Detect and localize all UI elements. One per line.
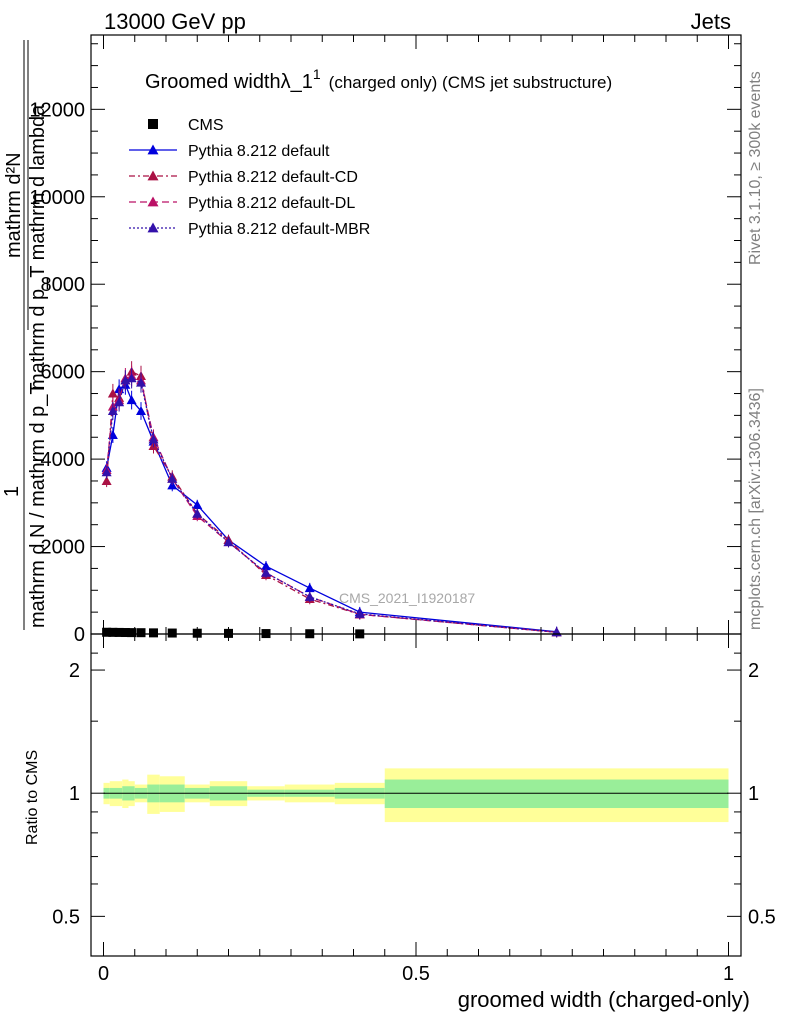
ratio-plot-area	[103, 768, 729, 823]
series-marker	[167, 473, 178, 483]
series-marker	[101, 475, 112, 485]
x-tick-label: 0.5	[402, 963, 430, 985]
series-marker	[223, 537, 234, 547]
series-marker	[354, 608, 365, 618]
legend-marker-cms	[148, 119, 158, 129]
main-y-tick-label: 6000	[41, 362, 86, 384]
ratio-y-axis-label: Ratio to CMS	[24, 750, 41, 845]
ratio-y-tick-label-right: 2	[748, 660, 759, 682]
cms-data-point	[136, 628, 146, 638]
main-y-tick-label: 0	[74, 624, 85, 646]
main-series-layer	[101, 361, 562, 639]
series-marker	[126, 395, 137, 405]
series-marker	[192, 508, 203, 518]
main-y-tick-label: 2000	[41, 537, 86, 559]
series-marker	[304, 591, 315, 601]
main-y-tick-label: 10000	[29, 187, 85, 209]
series-line-3	[105, 375, 557, 633]
series-marker	[261, 561, 271, 571]
cms-data-point	[167, 628, 177, 638]
main-y-tick-label: 12000	[29, 99, 85, 121]
main-axes: 0 2000 4000 6000 8000 10000 12000	[29, 35, 741, 646]
x-tick-label: 0	[98, 963, 109, 985]
plot-title: Groomed widthλ_11 (charged only) (CMS jet…	[145, 66, 612, 93]
series-line-4	[105, 377, 557, 633]
legend-label: Pythia 8.212 default-MBR	[188, 221, 370, 238]
series-marker	[107, 406, 118, 416]
analysis-watermark: CMS_2021_I1920187	[339, 590, 475, 606]
rivet-side-label: Rivet 3.1.10, ≥ 300k events	[747, 71, 764, 265]
ratio-y-tick-label-right: 1	[748, 783, 759, 805]
cms-data-point	[149, 628, 158, 638]
ylabel-numerator-top: mathrm d²N	[3, 152, 25, 258]
series-marker	[136, 406, 146, 416]
series-line-1	[105, 383, 557, 633]
legend-marker	[147, 196, 159, 207]
x-axis-label: groomed width (charged-only)	[458, 987, 750, 1012]
cms-data-point	[114, 627, 124, 637]
title-main: Groomed widthλ_1	[145, 71, 313, 93]
cms-data-point	[102, 627, 112, 637]
ratio-stat-uncertainty-band	[384, 779, 729, 809]
header-left: 13000 GeV pp	[104, 9, 246, 34]
series-marker	[107, 388, 118, 398]
cms-data-point	[120, 628, 130, 638]
legend-label: CMS	[188, 117, 224, 134]
series-marker	[304, 583, 315, 593]
mcplots-side-label: mcplots.cern.ch [arXiv:1306.3436]	[747, 388, 764, 630]
legend-label: Pythia 8.212 default	[188, 143, 330, 160]
legend-marker	[147, 222, 159, 233]
header-right: Jets	[691, 9, 731, 34]
ylabel-one: 1	[1, 486, 23, 497]
ratio-y-tick-label: 0.5	[52, 906, 80, 928]
legend-label: Pythia 8.212 default-DL	[188, 195, 355, 212]
main-y-tick-label: 4000	[41, 449, 86, 471]
series-line-2	[105, 370, 557, 633]
series-marker	[114, 397, 125, 407]
ratio-y-tick-label-right: 0.5	[748, 906, 776, 928]
cms-data-point	[127, 628, 137, 638]
series-marker	[261, 567, 271, 577]
ylabel-denominator: mathrm d N / mathrm d p_T	[27, 382, 49, 628]
ratio-y-tick-label: 2	[69, 660, 80, 682]
ratio-y-tick-label: 1	[69, 783, 80, 805]
series-marker	[126, 373, 137, 383]
ylabel-numerator-mid: mathrm d p_T mathrm d lambda	[27, 104, 49, 390]
main-y-tick-label: 8000	[41, 274, 86, 296]
ratio-axes: 0.5 0.5 1 1 2 2 0 0.5 1	[52, 634, 776, 985]
legend-marker	[147, 144, 159, 155]
legend-label: Pythia 8.212 default-CD	[188, 169, 358, 186]
series-marker	[148, 434, 159, 444]
legend-marker	[147, 170, 159, 181]
main-y-axis-label: mathrm d²N mathrm d p_T mathrm d lambda …	[1, 40, 49, 630]
ratio-plot-frame	[90, 633, 742, 957]
title-superscript: 1	[313, 66, 321, 82]
x-tick-label: 1	[723, 963, 734, 985]
title-rest: (charged only) (CMS jet substructure)	[329, 73, 612, 92]
series-marker	[192, 500, 203, 510]
legend: CMS Pythia 8.212 default Pythia 8.212 defa…	[129, 117, 370, 238]
series-marker	[101, 467, 112, 477]
cms-data-point	[108, 627, 118, 637]
series-marker	[136, 377, 146, 387]
